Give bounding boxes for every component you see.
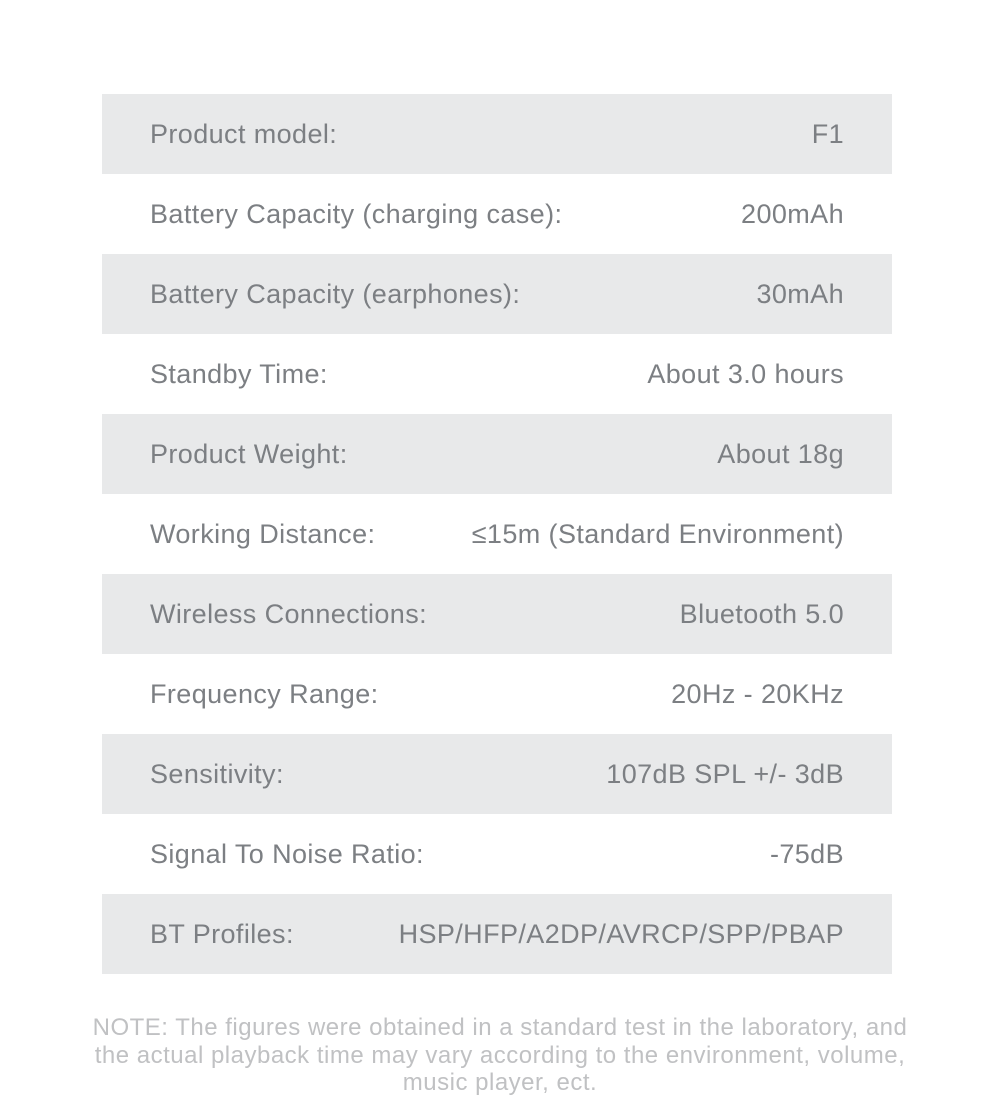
spec-value: 30mAh [756, 279, 844, 310]
spec-value: About 3.0 hours [647, 359, 844, 390]
table-row: Battery Capacity (charging case): 200mAh [102, 174, 892, 254]
spec-label: Battery Capacity (earphones): [150, 279, 520, 310]
spec-value: About 18g [717, 439, 844, 470]
table-row: Standby Time: About 3.0 hours [102, 334, 892, 414]
spec-value: F1 [812, 119, 844, 150]
spec-value: 107dB SPL +/- 3dB [606, 759, 844, 790]
spec-value: Bluetooth 5.0 [680, 599, 844, 630]
spec-label: Battery Capacity (charging case): [150, 199, 562, 230]
table-row: Signal To Noise Ratio: -75dB [102, 814, 892, 894]
spec-label: Standby Time: [150, 359, 328, 390]
table-row: Product Weight: About 18g [102, 414, 892, 494]
spec-value: HSP/HFP/A2DP/AVRCP/SPP/PBAP [399, 919, 844, 950]
spec-label: Sensitivity: [150, 759, 284, 790]
table-row: Wireless Connections: Bluetooth 5.0 [102, 574, 892, 654]
spec-page: Product model: F1 Battery Capacity (char… [0, 0, 1000, 1097]
table-row: Product model: F1 [102, 94, 892, 174]
table-row: Sensitivity: 107dB SPL +/- 3dB [102, 734, 892, 814]
spec-value: 20Hz - 20KHz [671, 679, 844, 710]
spec-label: Wireless Connections: [150, 599, 427, 630]
spec-label: Signal To Noise Ratio: [150, 839, 424, 870]
spec-value: ≤15m (Standard Environment) [472, 519, 844, 550]
footnote: NOTE: The figures were obtained in a sta… [75, 1014, 925, 1097]
spec-label: Frequency Range: [150, 679, 379, 710]
table-row: BT Profiles: HSP/HFP/A2DP/AVRCP/SPP/PBAP [102, 894, 892, 974]
spec-label: Product model: [150, 119, 337, 150]
spec-label: BT Profiles: [150, 919, 294, 950]
spec-value: 200mAh [741, 199, 844, 230]
table-row: Frequency Range: 20Hz - 20KHz [102, 654, 892, 734]
spec-label: Product Weight: [150, 439, 348, 470]
spec-table: Product model: F1 Battery Capacity (char… [102, 94, 892, 974]
spec-value: -75dB [770, 839, 844, 870]
table-row: Battery Capacity (earphones): 30mAh [102, 254, 892, 334]
spec-label: Working Distance: [150, 519, 375, 550]
table-row: Working Distance: ≤15m (Standard Environ… [102, 494, 892, 574]
